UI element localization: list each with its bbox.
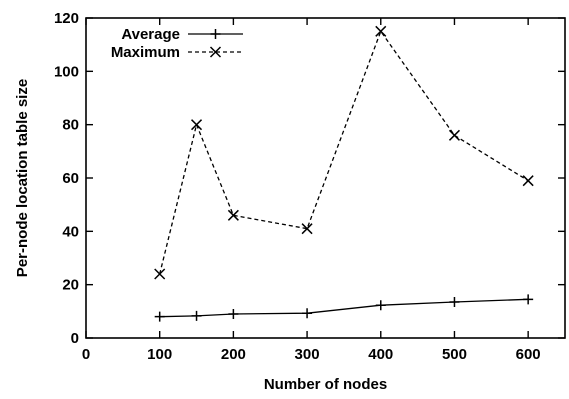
data-point-average <box>228 309 239 319</box>
legend-label-average: Average <box>121 26 180 43</box>
data-point-maximum <box>301 223 313 235</box>
y-tick-label: 80 <box>62 117 79 134</box>
data-point-average <box>375 300 386 311</box>
legend-label-maximum: Maximum <box>111 44 180 61</box>
y-tick-label: 20 <box>62 277 79 294</box>
data-point-average <box>302 308 313 319</box>
y-tick-label: 40 <box>62 223 79 240</box>
series-average <box>154 294 534 322</box>
series-line-average <box>159 298 529 318</box>
data-point-maximum <box>154 268 166 280</box>
data-point-average <box>449 297 460 307</box>
data-point-average <box>154 311 165 322</box>
data-point-maximum <box>522 175 534 187</box>
y-tick-label: 0 <box>71 330 79 347</box>
series-line-maximum <box>159 29 529 275</box>
data-point-average <box>191 310 202 321</box>
data-point-average <box>523 294 534 305</box>
series-maximum <box>154 25 534 280</box>
x-axis-title: Number of nodes <box>264 376 387 393</box>
legend-marker-maximum <box>209 46 222 58</box>
data-point-maximum <box>227 209 239 221</box>
y-axis-title: Per-node location table size <box>14 79 31 277</box>
y-tick-label: 120 <box>54 10 79 27</box>
series-layer <box>154 25 534 322</box>
x-tick-label: 300 <box>295 346 320 363</box>
x-tick-label: 500 <box>442 346 467 363</box>
data-point-maximum <box>191 119 203 131</box>
data-point-maximum <box>375 25 387 37</box>
y-tick-label: 60 <box>62 170 79 187</box>
axes: 0 100 200 300 400 500 600 0 20 40 60 80 100 120 <box>54 10 566 363</box>
x-tick-label: 200 <box>221 346 246 363</box>
x-tick-label: 0 <box>82 346 90 363</box>
legend: Average Maximum <box>111 26 243 61</box>
x-tick-label: 400 <box>368 346 393 363</box>
x-tick-label: 100 <box>147 346 172 363</box>
y-tick-label: 100 <box>54 63 79 80</box>
data-point-maximum <box>448 129 460 141</box>
legend-marker-average <box>210 29 221 39</box>
x-tick-label: 600 <box>516 346 541 363</box>
